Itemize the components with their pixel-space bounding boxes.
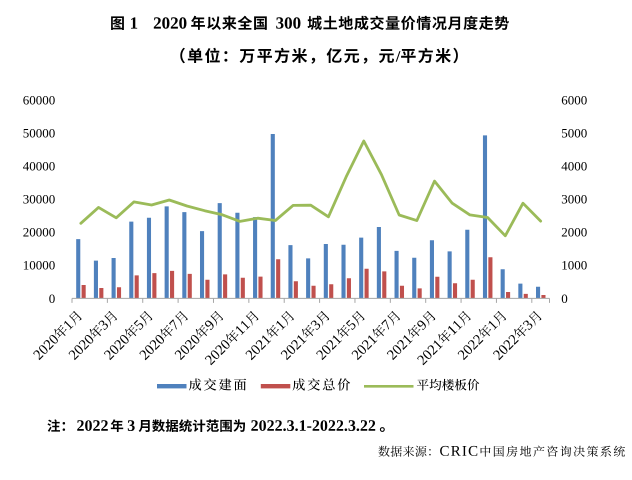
svg-text:30000: 30000 <box>23 192 56 207</box>
svg-text:6000: 6000 <box>561 92 587 107</box>
svg-text:10000: 10000 <box>23 258 56 273</box>
svg-text:1000: 1000 <box>561 258 587 273</box>
svg-text:50000: 50000 <box>23 125 56 140</box>
svg-text:4000: 4000 <box>561 159 587 174</box>
svg-text:60000: 60000 <box>23 92 56 107</box>
svg-text:5000: 5000 <box>561 125 587 140</box>
svg-text:2000: 2000 <box>561 225 587 240</box>
svg-text:0: 0 <box>49 291 56 306</box>
svg-text:20000: 20000 <box>23 225 56 240</box>
svg-text:0: 0 <box>561 291 568 306</box>
svg-text:40000: 40000 <box>23 159 56 174</box>
svg-text:3000: 3000 <box>561 192 587 207</box>
